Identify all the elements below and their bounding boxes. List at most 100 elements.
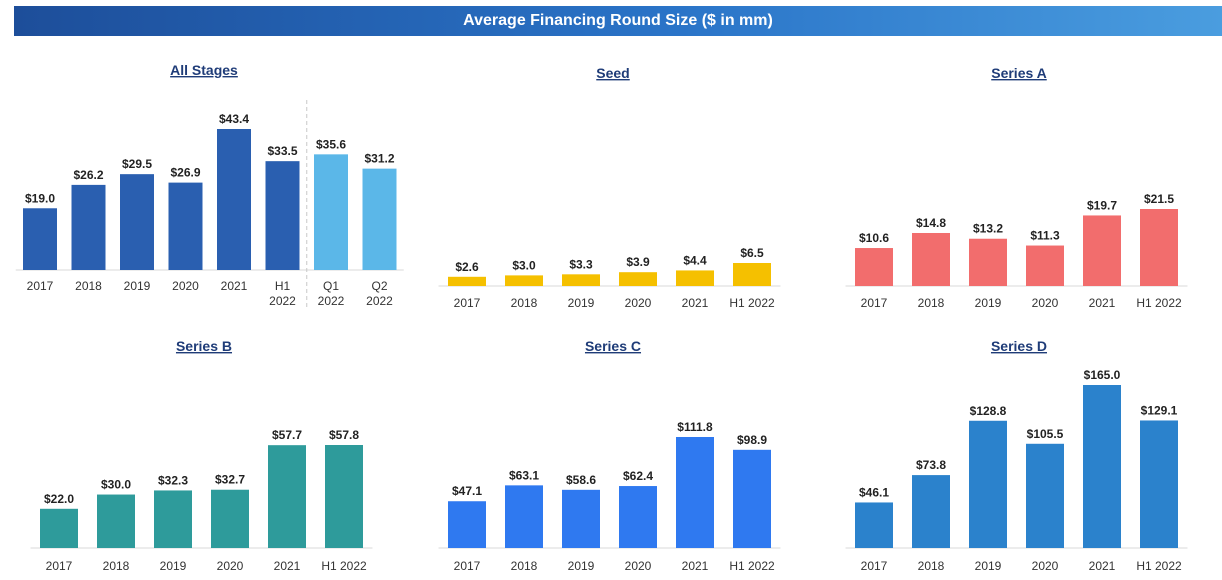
data-label: $29.5 <box>122 157 152 171</box>
tick-label: 2019 <box>568 559 595 573</box>
chart-panel-5: Series C $47.1 2017 $63.1 2018 $58.6 2019 $62.4… <box>438 338 781 573</box>
data-label: $57.8 <box>329 428 359 442</box>
bar <box>97 494 135 548</box>
data-label: $57.7 <box>272 428 302 442</box>
data-label: $2.6 <box>455 260 479 274</box>
data-label: $46.1 <box>859 485 889 499</box>
data-label: $14.8 <box>916 216 946 230</box>
tick-label: 2020 <box>217 559 244 573</box>
tick-label: H1 2022 <box>321 559 367 573</box>
tick-label: 2021 <box>682 296 709 310</box>
tick-label: 2018 <box>511 559 538 573</box>
chart-title: All Stages <box>170 62 238 78</box>
data-label: $31.2 <box>364 152 394 166</box>
data-label: $58.6 <box>566 473 596 487</box>
chart-panel-2: Seed $2.6 2017 $3.0 2018 $3.3 2019 $3.9 2020 $4.4… <box>438 65 781 310</box>
data-label: $6.5 <box>740 246 764 260</box>
tick-label: 2021 <box>1089 296 1116 310</box>
bar <box>1083 385 1121 548</box>
bar <box>120 174 154 270</box>
tick-label: 2017 <box>454 296 481 310</box>
data-label: $3.0 <box>512 258 536 272</box>
bar <box>912 475 950 548</box>
chart-title: Seed <box>596 65 629 81</box>
bar <box>154 490 192 548</box>
tick-label: 2020 <box>1032 296 1059 310</box>
page-title: Average Financing Round Size ($ in mm) <box>463 12 773 29</box>
data-label: $47.1 <box>452 484 482 498</box>
tick-label: Q1 <box>323 279 339 293</box>
data-label: $63.1 <box>509 468 539 482</box>
bar <box>562 274 600 286</box>
bar <box>362 168 397 270</box>
bar <box>733 263 771 286</box>
bar <box>676 437 714 548</box>
bar <box>448 276 486 286</box>
bar <box>1140 420 1178 548</box>
data-label: $62.4 <box>623 469 653 483</box>
bar <box>619 486 657 548</box>
tick-label: 2021 <box>682 559 709 573</box>
bar <box>733 449 771 548</box>
tick-label: 2021 <box>274 559 301 573</box>
tick-label: Q2 <box>371 279 387 293</box>
tick-label: 2019 <box>975 296 1002 310</box>
chart-title: Series D <box>991 338 1047 354</box>
tick-label: 2018 <box>75 279 102 293</box>
bar <box>1140 209 1178 286</box>
bar <box>676 270 714 286</box>
data-label: $129.1 <box>1141 403 1178 417</box>
tick-label: 2017 <box>46 559 73 573</box>
tick-label: H1 <box>275 279 291 293</box>
chart-title: Series A <box>991 65 1047 81</box>
page-title-banner: Average Financing Round Size ($ in mm) <box>14 6 1222 36</box>
bar <box>562 489 600 548</box>
bar <box>969 238 1007 286</box>
data-label: $13.2 <box>973 222 1003 236</box>
data-label: $73.8 <box>916 458 946 472</box>
bar <box>40 508 78 548</box>
tick-label: H1 2022 <box>1136 559 1182 573</box>
bar <box>325 445 363 548</box>
data-label: $10.6 <box>859 231 889 245</box>
data-label: $3.3 <box>569 257 593 271</box>
data-label: $98.9 <box>737 433 767 447</box>
data-label: $26.2 <box>73 168 103 182</box>
data-label: $33.5 <box>267 144 297 158</box>
tick-label: 2022 <box>366 294 393 308</box>
tick-label: 2017 <box>861 296 888 310</box>
tick-label: 2018 <box>918 559 945 573</box>
bar <box>71 184 106 270</box>
tick-label: H1 2022 <box>1136 296 1182 310</box>
bar <box>211 489 249 548</box>
tick-label: 2019 <box>975 559 1002 573</box>
data-label: $32.3 <box>158 473 188 487</box>
data-label: $19.0 <box>25 191 55 205</box>
tick-label: 2017 <box>27 279 54 293</box>
tick-label: H1 2022 <box>729 296 775 310</box>
bar <box>217 129 251 270</box>
bar <box>619 272 657 286</box>
bar <box>23 208 57 270</box>
tick-label: 2019 <box>160 559 187 573</box>
data-label: $22.0 <box>44 492 74 506</box>
tick-label: 2020 <box>625 296 652 310</box>
data-label: $35.6 <box>316 137 346 151</box>
chart-title: Series C <box>585 338 641 354</box>
tick-label: 2022 <box>269 294 296 308</box>
bar <box>912 232 950 286</box>
bar <box>1083 215 1121 286</box>
data-label: $4.4 <box>683 253 707 267</box>
bar <box>969 420 1007 548</box>
data-label: $111.8 <box>677 420 713 434</box>
tick-label: 2020 <box>1032 559 1059 573</box>
tick-label: 2017 <box>861 559 888 573</box>
chart-title: Series B <box>176 338 232 354</box>
bar <box>168 182 203 270</box>
bar <box>268 445 306 548</box>
tick-label: 2020 <box>625 559 652 573</box>
tick-label: 2018 <box>103 559 130 573</box>
bar <box>855 502 893 548</box>
data-label: $32.7 <box>215 473 245 487</box>
